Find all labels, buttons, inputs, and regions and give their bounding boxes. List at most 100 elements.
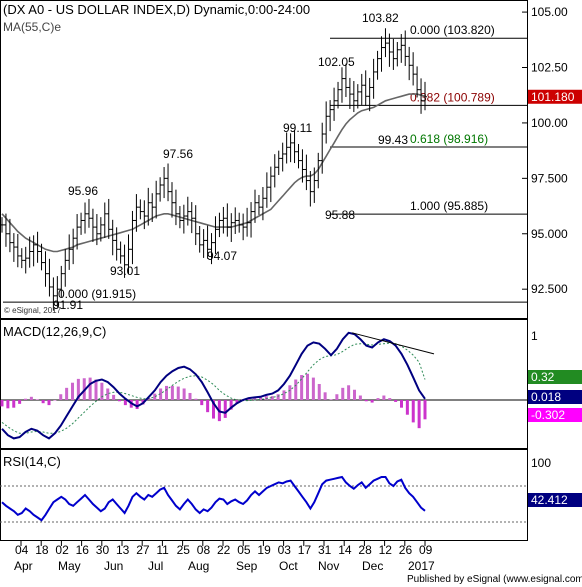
price-bar bbox=[142, 200, 147, 230]
price-bar bbox=[35, 231, 40, 263]
macd-hist-bar bbox=[306, 373, 309, 400]
price-bar bbox=[260, 186, 265, 221]
price-bar bbox=[154, 180, 159, 219]
price-bar bbox=[166, 163, 171, 202]
price-bar bbox=[39, 243, 44, 271]
rsi-value-box bbox=[528, 493, 582, 507]
price-tick-label: 105.00 bbox=[531, 5, 568, 19]
macd-hist-bar bbox=[159, 388, 163, 400]
macd-hist-bar bbox=[341, 387, 345, 400]
x-day-label: 11 bbox=[156, 543, 169, 557]
macd-hist-bar bbox=[176, 386, 180, 400]
x-day-label: 18 bbox=[35, 543, 49, 557]
price-bar bbox=[336, 81, 341, 109]
price-bar bbox=[264, 172, 269, 208]
macd-hist-bar bbox=[47, 400, 51, 406]
price-bar bbox=[312, 167, 317, 203]
price-bar bbox=[391, 38, 396, 70]
price-bar bbox=[177, 206, 182, 229]
price-bar bbox=[71, 228, 76, 265]
price-bar bbox=[51, 277, 56, 311]
macd-hist-bar bbox=[170, 385, 174, 400]
price-bar bbox=[292, 129, 297, 164]
price-bar bbox=[245, 207, 250, 237]
macd-hist-bar bbox=[165, 385, 168, 400]
x-month-label: May bbox=[58, 559, 81, 573]
macd-hist-bar bbox=[276, 394, 280, 400]
x-day-label: 16 bbox=[76, 543, 90, 557]
x-day-label: 28 bbox=[358, 543, 372, 557]
x-day-label: 25 bbox=[177, 543, 191, 557]
macd-hist-bar bbox=[206, 400, 210, 413]
x-month-label: Nov bbox=[318, 559, 339, 573]
macd-hist-bar bbox=[35, 399, 39, 400]
macd-hist-bar bbox=[65, 387, 69, 400]
price-bar bbox=[268, 166, 273, 203]
macd-hist-bar bbox=[153, 393, 157, 400]
price-bar bbox=[423, 81, 427, 111]
macd-hist-bar bbox=[394, 400, 398, 402]
price-bars bbox=[0, 28, 427, 311]
price-bar bbox=[63, 249, 68, 287]
footer-credit: Published by eSignal (www.esignal.com) bbox=[407, 574, 582, 585]
price-bar bbox=[411, 52, 416, 86]
price-bar bbox=[415, 66, 420, 98]
price-bar bbox=[304, 154, 309, 191]
price-bar bbox=[371, 58, 376, 99]
price-bar bbox=[122, 244, 127, 278]
macd-hist-bar bbox=[405, 400, 409, 415]
macd-hist-bar bbox=[0, 400, 4, 407]
macd-hist-bar bbox=[376, 398, 380, 400]
price-bar bbox=[407, 46, 412, 81]
macd-hist-bar bbox=[200, 400, 204, 406]
macd-trendline bbox=[351, 332, 435, 355]
price-bar bbox=[11, 233, 16, 262]
price-bar bbox=[288, 133, 293, 163]
price-bar bbox=[276, 150, 281, 176]
last-price-value: 101.180 bbox=[531, 90, 575, 104]
price-bar bbox=[249, 202, 254, 238]
macd-hist-bar bbox=[270, 396, 274, 400]
macd-hist-bar bbox=[264, 396, 268, 400]
macd-line bbox=[1, 331, 426, 440]
x-day-label: 13 bbox=[116, 543, 130, 557]
macd-hist-bar bbox=[223, 400, 227, 418]
price-bar bbox=[138, 199, 143, 220]
price-bar bbox=[31, 235, 36, 267]
x-day-label: 02 bbox=[55, 543, 69, 557]
x-month-label: 2017 bbox=[408, 559, 435, 573]
macd-panel-frame bbox=[0, 319, 528, 449]
x-day-label: 22 bbox=[217, 543, 231, 557]
rsi-tick-label: 100 bbox=[531, 456, 551, 470]
price-bar bbox=[15, 233, 20, 268]
price-bar bbox=[225, 203, 230, 237]
x-axis: 04 18 02 16 30 13 27 11 25 08 22 05 19 03 17 31 14 28 12 26… bbox=[14, 541, 435, 573]
price-bar bbox=[110, 219, 115, 256]
macd-hist-bar bbox=[259, 397, 262, 400]
rsi-line bbox=[1, 475, 426, 522]
price-bar bbox=[43, 251, 48, 287]
x-day-label: 17 bbox=[298, 543, 312, 557]
macd-hist-bar bbox=[59, 394, 63, 400]
price-bar bbox=[256, 194, 261, 215]
macd-hist-bar bbox=[311, 377, 315, 400]
price-bar bbox=[403, 30, 408, 66]
price-bar bbox=[23, 246, 28, 274]
x-day-label: 09 bbox=[419, 543, 433, 557]
price-bar bbox=[205, 225, 210, 259]
price-bar bbox=[55, 276, 60, 308]
macd-hist-bar bbox=[400, 400, 403, 408]
macd-hist-bar bbox=[370, 400, 374, 403]
price-bar bbox=[379, 36, 384, 72]
macd-hist-bar bbox=[88, 377, 92, 400]
macd-hist-bar bbox=[135, 400, 139, 409]
price-bar bbox=[130, 210, 135, 265]
price-bar bbox=[324, 101, 329, 144]
macd-signal-line bbox=[1, 342, 426, 434]
price-bar bbox=[217, 212, 222, 238]
price-annotation: 95.96 bbox=[68, 184, 98, 198]
signal-value: 0.32 bbox=[531, 370, 555, 384]
fib-label: 0.618 (98.916) bbox=[410, 132, 488, 146]
